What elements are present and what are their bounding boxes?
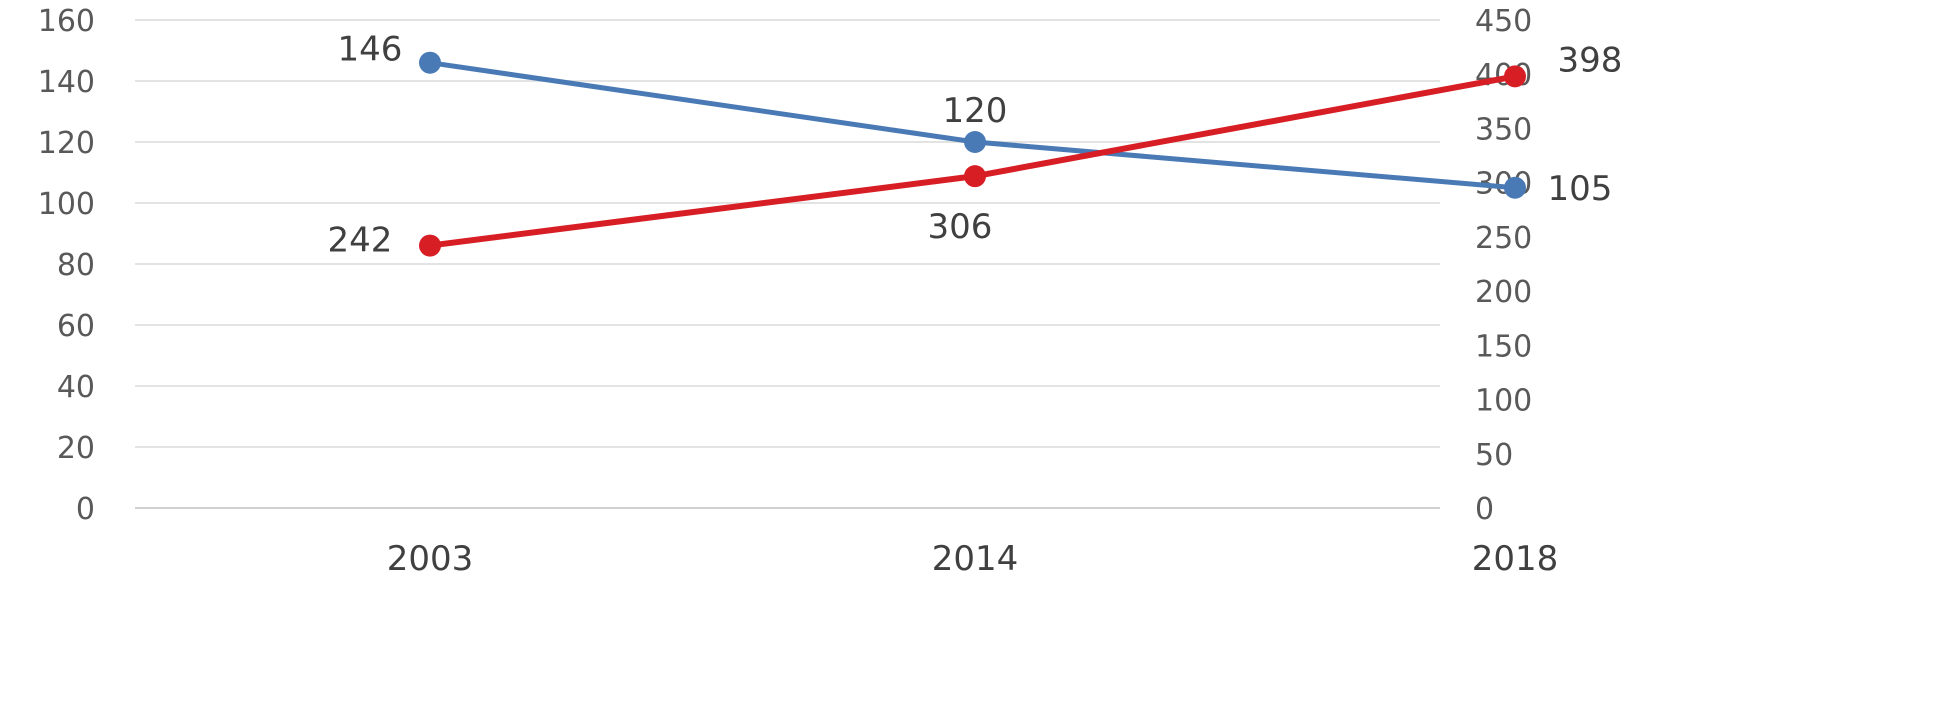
right-y-tick-label: 350 — [1475, 112, 1532, 147]
left-y-tick-label: 0 — [76, 492, 95, 527]
data-labels: 146 120 105 242 306 398 — [328, 30, 1623, 261]
data-point — [419, 51, 441, 74]
right-y-tick-label: 200 — [1475, 275, 1532, 310]
left-y-tick-label: 120 — [38, 126, 95, 161]
data-label: 120 — [943, 91, 1008, 131]
data-point — [964, 131, 986, 153]
data-label: 306 — [928, 207, 993, 247]
left-y-tick-label: 100 — [38, 187, 95, 222]
right-y-tick-label: 100 — [1475, 384, 1532, 419]
series-lines — [419, 51, 1526, 257]
right-y-tick-label: 450 — [1475, 4, 1532, 39]
data-point — [1504, 65, 1526, 88]
x-tick-label: 2003 — [387, 539, 474, 579]
left-y-tick-label: 60 — [57, 309, 95, 344]
left-y-tick-label: 140 — [38, 65, 95, 100]
right-y-tick-label: 250 — [1475, 221, 1532, 256]
data-label: 242 — [328, 221, 393, 261]
x-axis: 2003 2014 2018 — [387, 539, 1559, 579]
right-y-tick-label: 150 — [1475, 329, 1532, 364]
left-y-tick-label: 80 — [57, 248, 95, 283]
left-y-tick-label: 20 — [57, 431, 95, 466]
data-label: 146 — [338, 30, 403, 70]
left-y-axis: 0 20 40 60 80 100 120 140 160 — [38, 4, 95, 527]
x-tick-label: 2018 — [1472, 539, 1559, 579]
data-point — [1504, 176, 1526, 199]
right-y-tick-label: 0 — [1475, 492, 1494, 527]
left-y-tick-label: 40 — [57, 370, 95, 405]
data-label: 105 — [1548, 169, 1613, 209]
left-y-tick-label: 160 — [38, 4, 95, 39]
x-tick-label: 2014 — [932, 539, 1019, 579]
right-y-tick-label: 50 — [1475, 438, 1513, 473]
data-point — [419, 234, 441, 257]
gridlines — [135, 19, 1440, 509]
data-point — [964, 165, 986, 188]
data-label: 398 — [1558, 40, 1623, 80]
